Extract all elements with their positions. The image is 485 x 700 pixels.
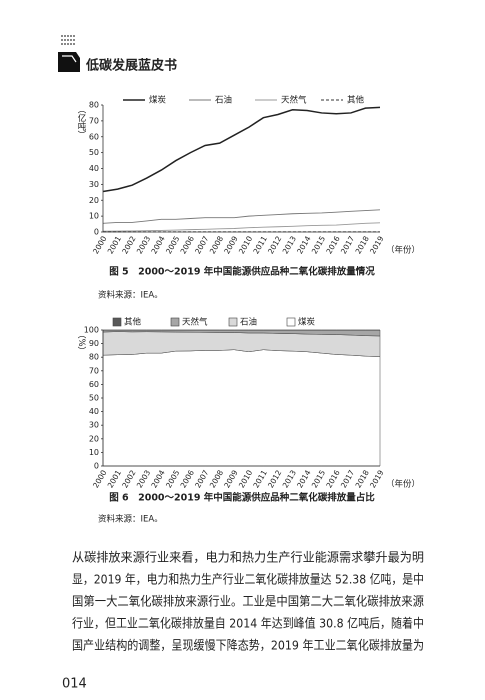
legend-swatch — [112, 317, 122, 327]
header-icon — [58, 35, 80, 72]
x-tick-label: 2019 — [368, 468, 385, 489]
legend-label: 煤炭 — [298, 317, 316, 328]
x-tick-label: 2008 — [208, 468, 225, 489]
y-tick-label: 0 — [94, 228, 99, 237]
y-tick-label: 100 — [84, 326, 99, 335]
body-line: 从碳排放来源行业来看，电力和热力生产行业能源需求攀升最为明 — [72, 550, 424, 565]
x-tick-label: 2001 — [106, 468, 123, 489]
x-tick-label: 2017 — [339, 468, 356, 489]
x-tick-label: 2009 — [222, 468, 239, 489]
area — [102, 349, 381, 467]
x-tick-label: 2010 — [237, 234, 254, 255]
x-tick-label: 2015 — [310, 468, 327, 489]
page-number: 014 — [62, 677, 87, 692]
x-tick-label: 2008 — [208, 234, 225, 255]
x-tick-label: 2011 — [251, 468, 268, 489]
y-tick-label: 80 — [89, 101, 99, 110]
x-tick-label: 2005 — [164, 468, 181, 489]
x-tick-label: 2014 — [295, 234, 312, 255]
y-tick-label: 10 — [89, 212, 99, 221]
legend-label: 天然气 — [281, 95, 307, 106]
body-line: 行业，但工业二氧化碳排放量自 2014 年达到峰值 30.8 亿吨后，随着中 — [72, 616, 424, 631]
y-tick-label: 20 — [89, 434, 99, 443]
y-tick-label: 20 — [89, 196, 99, 205]
body-line: 国产业结构的调整，呈现缓慢下降态势，2019 年工业二氧化碳排放量为 — [72, 638, 424, 653]
x-tick-label: 2013 — [281, 234, 298, 255]
y-tick-label: 50 — [89, 148, 99, 157]
x-tick-label: 2015 — [310, 234, 327, 255]
y-axis-label: （亿吨） — [76, 105, 86, 139]
x-tick-label: 2012 — [266, 468, 283, 489]
legend-label: 煤炭 — [149, 95, 167, 106]
series-line — [102, 222, 381, 232]
x-tick-label: 2009 — [222, 234, 239, 255]
x-tick-label: 2007 — [193, 468, 210, 489]
figure-source: 资料来源：IEA。 — [98, 514, 163, 525]
x-tick-label: 2019 — [368, 234, 385, 255]
x-tick-label: 2001 — [106, 234, 123, 255]
x-tick-label: 2000 — [91, 468, 108, 489]
y-tick-label: 40 — [89, 407, 99, 416]
y-tick-label: 60 — [89, 380, 99, 389]
x-tick-label: 2017 — [339, 234, 356, 255]
x-tick-label: 2014 — [295, 468, 312, 489]
legend-label: 石油 — [240, 317, 257, 328]
y-tick-label: 0 — [94, 462, 99, 471]
body-line: 显，2019 年，电力和热力生产行业二氧化碳排放量达 52.38 亿吨，是中 — [72, 572, 424, 587]
series-line — [102, 209, 381, 224]
x-tick-label: 2016 — [324, 234, 341, 255]
legend-label: 其他 — [124, 317, 142, 328]
x-tick-label: 2018 — [354, 468, 371, 489]
x-tick-label: 2011 — [251, 234, 268, 255]
x-axis-label: （年份） — [386, 479, 420, 490]
legend-swatch — [286, 317, 296, 327]
x-axis-label: （年份） — [386, 245, 420, 256]
x-tick-label: 2010 — [237, 468, 254, 489]
y-tick-label: 10 — [89, 448, 99, 457]
x-tick-label: 2005 — [164, 234, 181, 255]
x-tick-label: 2000 — [91, 234, 108, 255]
legend-swatch — [228, 317, 238, 327]
y-tick-label: 40 — [89, 164, 99, 173]
y-tick-label: 90 — [89, 339, 99, 348]
x-tick-label: 2007 — [193, 234, 210, 255]
legend-label: 石油 — [215, 95, 232, 106]
legend-label: 其他 — [347, 95, 365, 106]
x-tick-label: 2003 — [135, 234, 152, 255]
x-tick-label: 2006 — [179, 234, 196, 255]
header-title: 低碳发展蓝皮书 — [85, 58, 177, 74]
x-tick-label: 2004 — [149, 234, 166, 255]
series-line — [102, 106, 381, 193]
x-tick-label: 2003 — [135, 468, 152, 489]
y-tick-label: 80 — [89, 353, 99, 362]
figure-source: 资料来源：IEA。 — [98, 290, 163, 301]
y-tick-label: 70 — [89, 366, 99, 375]
y-tick-label: 50 — [89, 394, 99, 403]
x-tick-label: 2006 — [179, 468, 196, 489]
legend-label: 天然气 — [182, 317, 208, 328]
figure-caption: 图 6 2000～2019 年中国能源供应品种二氧化碳排放量占比 — [109, 492, 375, 504]
legend-swatch — [170, 317, 180, 327]
x-tick-label: 2002 — [120, 468, 137, 489]
y-axis-label: （%） — [76, 330, 86, 355]
x-tick-label: 2013 — [281, 468, 298, 489]
x-tick-label: 2018 — [354, 234, 371, 255]
y-tick-label: 60 — [89, 132, 99, 141]
x-tick-label: 2016 — [324, 468, 341, 489]
y-tick-label: 30 — [89, 421, 99, 430]
x-tick-label: 2004 — [149, 468, 166, 489]
body-line: 国第一大二氧化碳排放来源行业。工业是中国第二大二氧化碳排放来源 — [72, 594, 424, 609]
figure-caption: 图 5 2000～2019 年中国能源供应品种二氧化碳排放量情况 — [109, 266, 375, 278]
x-tick-label: 2012 — [266, 234, 283, 255]
y-tick-label: 30 — [89, 180, 99, 189]
x-tick-label: 2002 — [120, 234, 137, 255]
y-tick-label: 70 — [89, 116, 99, 125]
